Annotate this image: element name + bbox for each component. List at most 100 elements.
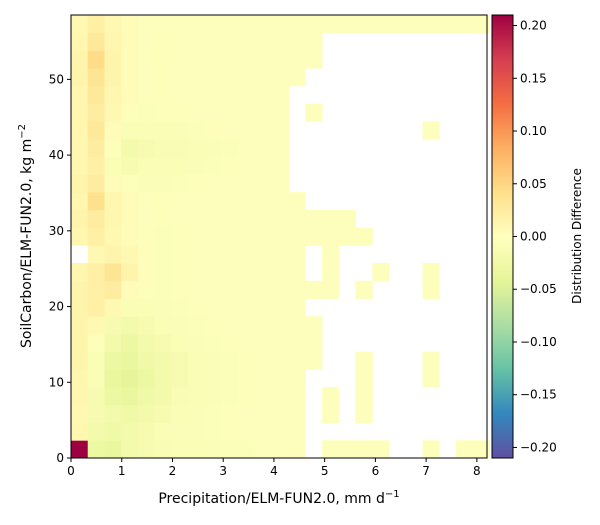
heatmap-cell — [121, 316, 139, 335]
heatmap-cell — [238, 440, 256, 459]
heatmap-cell — [271, 192, 290, 211]
heatmap-cell — [121, 298, 139, 317]
heatmap-cell — [121, 227, 139, 246]
heatmap-cell — [137, 227, 156, 246]
colorbar-tick-label: 0.10 — [520, 124, 547, 138]
x-tick-label: 8 — [473, 464, 481, 478]
heatmap-cell — [188, 15, 206, 34]
heatmap-cell — [171, 192, 189, 211]
heatmap-cell — [121, 369, 139, 388]
heatmap-cell — [271, 263, 290, 282]
x-tick-label: 2 — [169, 464, 177, 478]
heatmap-cell — [355, 387, 373, 406]
heatmap-cell — [322, 280, 340, 299]
x-tick-label: 3 — [219, 464, 227, 478]
heatmap-cell — [154, 369, 172, 388]
heatmap-cell — [71, 32, 89, 51]
heatmap-cell — [104, 280, 122, 299]
y-tick-label: 40 — [49, 148, 64, 162]
heatmap-cell — [238, 263, 256, 282]
heatmap-cell — [204, 404, 223, 423]
heatmap-cell — [271, 156, 290, 175]
heatmap-cell — [154, 227, 172, 246]
heatmap-cell — [87, 156, 105, 175]
heatmap-cell — [137, 192, 156, 211]
heatmap-cell — [204, 245, 223, 264]
heatmap-cell — [271, 440, 290, 459]
heatmap-cell — [121, 156, 139, 175]
heatmap-cell — [255, 68, 273, 87]
heatmap-cell — [288, 316, 306, 335]
heatmap-cell — [137, 174, 156, 193]
heatmap-cell — [238, 333, 256, 353]
heatmap-cell — [154, 32, 172, 51]
heatmap-cell — [204, 227, 223, 246]
heatmap-cell — [104, 103, 122, 122]
heatmap-cell — [355, 351, 373, 370]
heatmap-cell — [238, 280, 256, 299]
heatmap-cell — [104, 192, 122, 211]
heatmap-cell — [71, 15, 89, 34]
heatmap-cell — [171, 209, 189, 229]
heatmap-cell — [238, 387, 256, 406]
heatmap-cell — [104, 121, 122, 140]
heatmap-cell — [288, 440, 306, 459]
heatmap-cell — [104, 139, 122, 158]
heatmap-cell — [271, 209, 290, 229]
heatmap-cell — [255, 440, 273, 459]
heatmap-cell — [271, 121, 290, 140]
heatmap-cell — [188, 209, 206, 229]
heatmap-cell — [255, 404, 273, 423]
heatmap-cell — [204, 192, 223, 211]
heatmap-cell — [204, 68, 223, 87]
heatmap-cell — [87, 32, 105, 51]
heatmap-cell — [121, 85, 139, 104]
heatmap-cell — [221, 192, 239, 211]
heatmap-cell — [188, 298, 206, 317]
heatmap-cell — [221, 15, 239, 34]
heatmap-cell — [121, 50, 139, 69]
heatmap-cell — [188, 156, 206, 175]
heatmap-cell — [255, 263, 273, 282]
heatmap-cell — [121, 440, 139, 459]
heatmap-cell — [188, 280, 206, 299]
heatmap-cell — [271, 50, 290, 69]
heatmap-cell — [121, 263, 139, 282]
heatmap-cell — [71, 387, 89, 406]
heatmap-cell — [154, 103, 172, 122]
heatmap-cell — [71, 298, 89, 317]
heatmap-cell — [87, 68, 105, 87]
heatmap-cell — [271, 298, 290, 317]
heatmap-cell — [221, 422, 239, 441]
heatmap-cell — [204, 369, 223, 388]
heatmap-cell — [87, 50, 105, 69]
heatmap-cell — [238, 369, 256, 388]
heatmap-cell — [355, 404, 373, 423]
plot-frame — [70, 14, 488, 459]
heatmap-cell — [171, 174, 189, 193]
heatmap-cell — [154, 298, 172, 317]
heatmap-cell — [87, 227, 105, 246]
x-tick-label: 5 — [321, 464, 329, 478]
x-tick-label: 7 — [422, 464, 430, 478]
heatmap-cell — [104, 333, 122, 353]
heatmap-cell — [87, 209, 105, 229]
heatmap-cell — [71, 369, 89, 388]
heatmap-cell — [154, 404, 172, 423]
heatmap-cell — [104, 85, 122, 104]
heatmap-cell — [87, 369, 105, 388]
heatmap-cell — [238, 192, 256, 211]
heatmap-cell — [104, 351, 122, 370]
heatmap-cell — [137, 351, 156, 370]
heatmap-cell — [154, 387, 172, 406]
heatmap-cell — [322, 440, 340, 459]
heatmap-cell — [204, 333, 223, 353]
heatmap-cell — [204, 32, 223, 51]
heatmap-cell — [271, 422, 290, 441]
heatmap-cell — [271, 227, 290, 246]
heatmap-cell — [255, 192, 273, 211]
heatmap-cell — [238, 316, 256, 335]
heatmap-cell — [204, 440, 223, 459]
y-axis-ticks: 0 10 20 30 40 50 — [49, 72, 71, 465]
heatmap-cell — [204, 316, 223, 335]
